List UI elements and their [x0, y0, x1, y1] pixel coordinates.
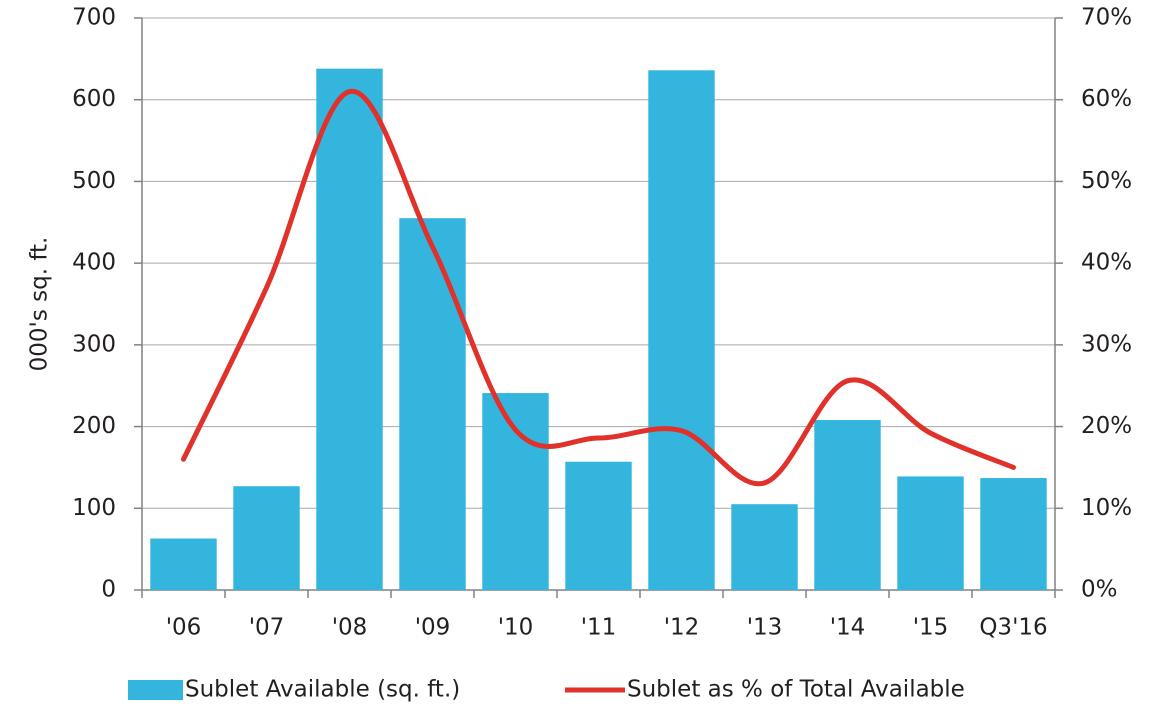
- bar: [233, 486, 300, 590]
- x-tick-label: '11: [581, 615, 617, 641]
- y2-tick-label: 20%: [1081, 413, 1132, 439]
- y2-tick-label: 60%: [1081, 86, 1132, 112]
- y-tick-label: 600: [72, 86, 116, 112]
- bar: [316, 68, 383, 591]
- y2-tick-label: 40%: [1081, 250, 1132, 276]
- bar: [897, 476, 964, 590]
- x-tick-label: '09: [415, 615, 451, 641]
- bar: [980, 478, 1047, 590]
- legend-label: Sublet Available (sq. ft.): [185, 677, 460, 703]
- y-tick-label: 100: [72, 495, 116, 521]
- x-tick-label: Q3'16: [979, 615, 1047, 641]
- y2-tick-label: 70%: [1081, 5, 1132, 31]
- bar: [399, 218, 466, 590]
- bar: [565, 461, 632, 590]
- y-axis-label: 000's sq. ft.: [27, 237, 53, 372]
- bar: [482, 393, 549, 590]
- x-tick-label: '13: [747, 615, 783, 641]
- x-tick-label: '06: [166, 615, 202, 641]
- x-tick-label: '08: [332, 615, 368, 641]
- x-tick-label: '12: [664, 615, 700, 641]
- y-tick-label: 300: [72, 331, 116, 357]
- y2-tick-label: 0%: [1081, 577, 1118, 603]
- legend-label: Sublet as % of Total Available: [627, 677, 965, 703]
- y-tick-label: 500: [72, 168, 116, 194]
- x-tick-label: '15: [913, 615, 949, 641]
- bar: [814, 420, 881, 590]
- y-tick-label: 700: [72, 5, 116, 31]
- y-tick-label: 0: [101, 577, 116, 603]
- y-tick-label: 200: [72, 413, 116, 439]
- y2-tick-label: 30%: [1081, 331, 1132, 357]
- y2-tick-label: 10%: [1081, 495, 1132, 521]
- bar: [150, 538, 217, 590]
- y2-tick-label: 50%: [1081, 168, 1132, 194]
- legend-swatch: [128, 680, 183, 700]
- x-tick-label: '07: [249, 615, 285, 641]
- x-tick-label: '14: [830, 615, 866, 641]
- bar: [648, 70, 715, 591]
- line: [181, 89, 1016, 487]
- bar: [731, 504, 798, 590]
- y-tick-label: 400: [72, 250, 116, 276]
- x-tick-label: '10: [498, 615, 534, 641]
